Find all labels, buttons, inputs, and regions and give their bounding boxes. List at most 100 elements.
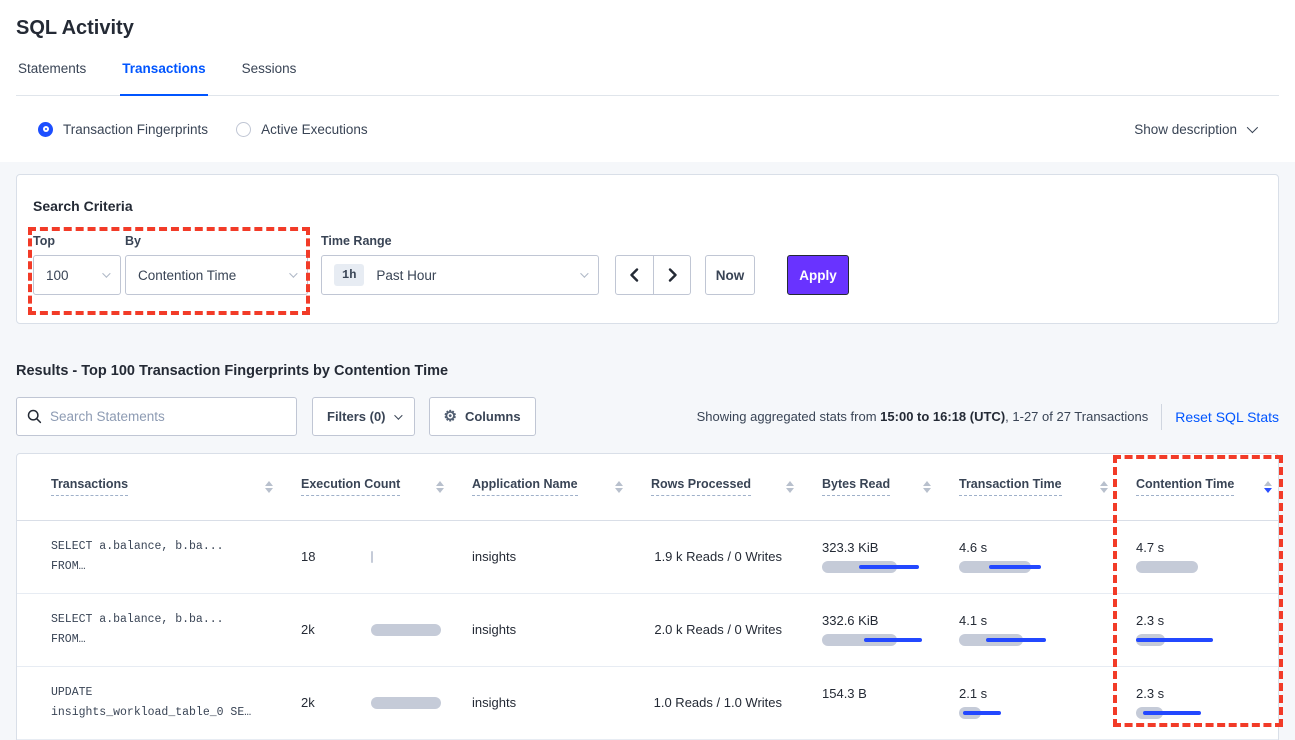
results-toolbar: Filters (0) ⚙ Columns Showing aggregated… (16, 397, 1279, 436)
transaction-fingerprint-link[interactable]: UPDATE insights_workload_table_0 SE… (51, 685, 252, 719)
sort-icon[interactable] (923, 480, 931, 493)
chevron-down-icon (1246, 121, 1259, 134)
chevron-down-icon (289, 269, 298, 278)
radio-active-executions[interactable]: Active Executions (236, 121, 368, 137)
top-value: 100 (46, 267, 69, 283)
sort-icon[interactable] (1100, 480, 1108, 493)
columns-button[interactable]: ⚙ Columns (428, 397, 536, 436)
application-name-value: insights (472, 548, 517, 564)
columns-label: Columns (464, 409, 521, 424)
sort-icon[interactable] (615, 480, 623, 493)
stats-area: Showing aggregated stats from 15:00 to 1… (696, 403, 1279, 430)
page-title: SQL Activity (16, 17, 134, 39)
now-button[interactable]: Now (705, 255, 755, 295)
column-header-transaction-time[interactable]: Transaction Time (959, 454, 1136, 521)
by-select[interactable]: Contention Time (125, 255, 308, 295)
top-label: Top (33, 234, 55, 248)
transaction-fingerprint-link[interactable]: SELECT a.balance, b.ba... FROM… (51, 612, 224, 646)
column-header-application-name[interactable]: Application Name (472, 454, 651, 521)
gear-icon: ⚙ (443, 408, 457, 425)
transaction-time-value: 4.1 s (959, 613, 988, 628)
time-range-field: Time Range 1h Past Hour (321, 233, 599, 295)
search-criteria-card: Search Criteria Top 100 By Contention Ti… (16, 174, 1279, 324)
column-header-bytes-read[interactable]: Bytes Read (822, 454, 959, 521)
radio-selected-icon (38, 121, 53, 137)
sort-icon[interactable] (265, 480, 273, 493)
chevron-left-icon (630, 268, 639, 282)
table-header-row: Transactions Execution Count Application… (17, 454, 1278, 521)
filters-button[interactable]: Filters (0) (312, 397, 415, 436)
chevron-down-icon (393, 410, 403, 420)
bytes-read-value: 323.3 KiB (822, 540, 879, 555)
contention-time-bar (1136, 561, 1236, 573)
time-range-label: Time Range (321, 234, 392, 248)
column-header-transactions[interactable]: Transactions (17, 454, 301, 521)
show-description-label: Show description (1134, 121, 1237, 137)
execution-count-bar (371, 623, 471, 636)
time-range-select[interactable]: 1h Past Hour (321, 255, 599, 295)
execution-count-bar (371, 696, 471, 709)
bytes-read-value: 332.6 KiB (822, 613, 879, 628)
chevron-down-icon (580, 269, 589, 278)
by-value: Contention Time (138, 267, 237, 283)
tab-transactions[interactable]: Transactions (120, 60, 208, 96)
apply-button[interactable]: Apply (787, 255, 849, 295)
transaction-time-value: 4.6 s (959, 540, 988, 555)
search-criteria-heading: Search Criteria (33, 198, 133, 214)
column-header-contention-time[interactable]: Contention Time (1136, 454, 1278, 521)
transactions-table: Transactions Execution Count Application… (17, 454, 1278, 740)
show-description-toggle[interactable]: Show description (1134, 121, 1259, 137)
transaction-time-bar (959, 561, 1059, 573)
filters-label: Filters (0) (327, 409, 386, 424)
transaction-time-value: 2.1 s (959, 686, 988, 701)
view-toggle-band: Transaction Fingerprints Active Executio… (0, 96, 1295, 162)
time-pager (615, 255, 691, 295)
radio-label: Active Executions (261, 121, 368, 137)
divider (1161, 403, 1163, 430)
time-range-value: Past Hour (376, 267, 437, 283)
table-row[interactable]: UPDATE insights_workload_table_0 SE… 2k i… (17, 666, 1278, 740)
transaction-time-bar (959, 634, 1059, 646)
transaction-fingerprint-link[interactable]: SELECT a.balance, b.ba... FROM… (51, 539, 224, 573)
bytes-read-value: 154.3 B (822, 686, 867, 701)
table-row[interactable]: SELECT a.balance, b.ba... FROM… 18 insigh… (17, 520, 1278, 594)
sort-desc-icon[interactable] (1264, 480, 1272, 493)
contention-time-bar (1136, 634, 1236, 646)
application-name-value: insights (472, 621, 517, 637)
application-name-value: insights (472, 694, 517, 710)
transaction-time-bar (959, 707, 1059, 719)
prev-time-button[interactable] (616, 256, 653, 294)
execution-count-bar (371, 550, 471, 563)
column-header-execution-count[interactable]: Execution Count (301, 454, 472, 521)
execution-count-value: 2k (301, 622, 315, 637)
page-header: SQL Activity Statements Transactions Ses… (0, 0, 1295, 96)
contention-time-value: 4.7 s (1136, 540, 1165, 555)
top-field: Top 100 (33, 233, 121, 295)
chevron-right-icon (668, 268, 677, 282)
radio-label: Transaction Fingerprints (63, 121, 209, 137)
sort-icon[interactable] (786, 480, 794, 493)
contention-time-bar (1136, 707, 1236, 719)
reset-sql-stats-link[interactable]: Reset SQL Stats (1175, 408, 1279, 425)
contention-time-value: 2.3 s (1136, 686, 1165, 701)
transactions-table-card: Transactions Execution Count Application… (16, 453, 1279, 740)
top-select[interactable]: 100 (33, 255, 121, 295)
radio-transaction-fingerprints[interactable]: Transaction Fingerprints (38, 121, 209, 137)
table-row[interactable]: SELECT a.balance, b.ba... FROM… 2k insigh… (17, 593, 1278, 667)
bytes-read-bar (822, 634, 922, 646)
search-statements-input[interactable] (50, 409, 286, 424)
column-header-rows-processed[interactable]: Rows Processed (651, 454, 822, 521)
rows-processed-value: 2.0 k Reads / 0 Writes (654, 621, 782, 637)
next-time-button[interactable] (653, 256, 690, 294)
search-icon (27, 409, 42, 424)
aggregated-stats-text: Showing aggregated stats from 15:00 to 1… (696, 409, 1149, 424)
contention-time-value: 2.3 s (1136, 613, 1165, 628)
tab-sessions[interactable]: Sessions (241, 61, 297, 76)
rows-processed-value: 1.9 k Reads / 0 Writes (654, 548, 782, 564)
sort-icon[interactable] (436, 480, 444, 493)
tab-statements[interactable]: Statements (18, 61, 87, 76)
radio-unselected-icon (236, 121, 252, 137)
by-field: By Contention Time (125, 233, 321, 295)
rows-processed-value: 1.0 Reads / 1.0 Writes (653, 694, 782, 710)
